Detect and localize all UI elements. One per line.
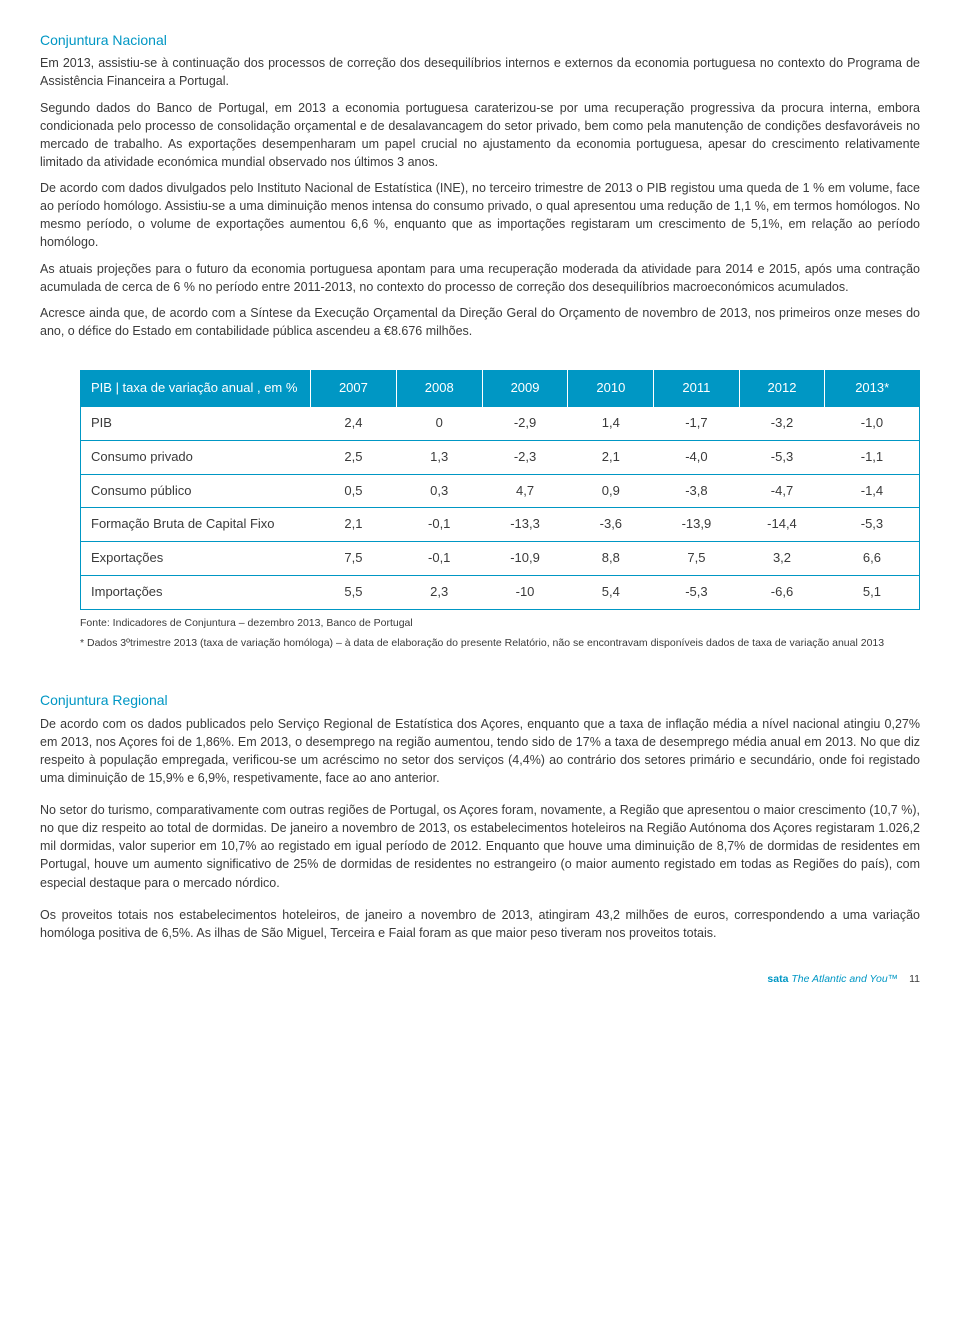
table-header-cell: 2008 [396, 371, 482, 407]
table-cell: 5,1 [825, 576, 920, 610]
table-cell: -1,7 [654, 406, 739, 440]
table-row: Formação Bruta de Capital Fixo 2,1 -0,1 … [81, 508, 920, 542]
table-cell: -13,9 [654, 508, 739, 542]
table-cell: 4,7 [482, 474, 568, 508]
table-cell: 5,4 [568, 576, 654, 610]
table-cell: Importações [81, 576, 311, 610]
table-cell: 1,4 [568, 406, 654, 440]
table-cell: 0 [396, 406, 482, 440]
table-header-cell: 2009 [482, 371, 568, 407]
table-cell: -13,3 [482, 508, 568, 542]
table-cell: -3,6 [568, 508, 654, 542]
body-paragraph: De acordo com dados divulgados pelo Inst… [40, 179, 920, 252]
table-cell: 0,5 [311, 474, 397, 508]
pib-table-wrap: PIB | taxa de variação anual , em % 2007… [80, 370, 920, 610]
table-cell: -10 [482, 576, 568, 610]
table-cell: -3,2 [739, 406, 825, 440]
table-body: PIB 2,4 0 -2,9 1,4 -1,7 -3,2 -1,0 Consum… [81, 406, 920, 609]
footer-page-number: 11 [909, 973, 920, 985]
table-cell: 2,4 [311, 406, 397, 440]
table-cell: Exportações [81, 542, 311, 576]
body-paragraph: Acresce ainda que, de acordo com a Sínte… [40, 304, 920, 340]
body-paragraph: Segundo dados do Banco de Portugal, em 2… [40, 99, 920, 172]
body-paragraph: De acordo com os dados publicados pelo S… [40, 715, 920, 788]
table-cell: -1,0 [825, 406, 920, 440]
table-cell: Consumo público [81, 474, 311, 508]
table-cell: 2,1 [311, 508, 397, 542]
table-cell: 2,5 [311, 440, 397, 474]
page-footer: sata The Atlantic and You™ 11 [40, 972, 920, 987]
table-cell: -2,9 [482, 406, 568, 440]
table-cell: Formação Bruta de Capital Fixo [81, 508, 311, 542]
table-cell: -4,7 [739, 474, 825, 508]
table-cell: -5,3 [654, 576, 739, 610]
table-cell: 6,6 [825, 542, 920, 576]
table-cell: 0,9 [568, 474, 654, 508]
section-national: Conjuntura Nacional Em 2013, assistiu-se… [40, 30, 920, 340]
body-paragraph: Em 2013, assistiu-se à continuação dos p… [40, 54, 920, 90]
table-header-row: PIB | taxa de variação anual , em % 2007… [81, 371, 920, 407]
section-national-title: Conjuntura Nacional [40, 30, 920, 50]
section-regional: Conjuntura Regional De acordo com os dad… [40, 690, 920, 942]
table-header-cell: 2012 [739, 371, 825, 407]
table-cell: -2,3 [482, 440, 568, 474]
table-row: Importações 5,5 2,3 -10 5,4 -5,3 -6,6 5,… [81, 576, 920, 610]
table-header-cell: 2011 [654, 371, 739, 407]
table-cell: Consumo privado [81, 440, 311, 474]
table-cell: 0,3 [396, 474, 482, 508]
table-cell: -5,3 [739, 440, 825, 474]
table-header-cell: 2010 [568, 371, 654, 407]
table-cell: 8,8 [568, 542, 654, 576]
table-cell: PIB [81, 406, 311, 440]
pib-table: PIB | taxa de variação anual , em % 2007… [80, 370, 920, 610]
table-header-cell: 2007 [311, 371, 397, 407]
section-regional-title: Conjuntura Regional [40, 690, 920, 710]
table-cell: -0,1 [396, 508, 482, 542]
table-cell: 7,5 [311, 542, 397, 576]
table-header-cell: 2013* [825, 371, 920, 407]
table-cell: -10,9 [482, 542, 568, 576]
table-cell: -6,6 [739, 576, 825, 610]
spacer [40, 650, 920, 690]
table-cell: -5,3 [825, 508, 920, 542]
table-cell: 2,3 [396, 576, 482, 610]
table-row: PIB 2,4 0 -2,9 1,4 -1,7 -3,2 -1,0 [81, 406, 920, 440]
table-cell: -4,0 [654, 440, 739, 474]
body-paragraph: As atuais projeções para o futuro da eco… [40, 260, 920, 296]
body-paragraph: No setor do turismo, comparativamente co… [40, 801, 920, 892]
table-cell: 5,5 [311, 576, 397, 610]
table-cell: 1,3 [396, 440, 482, 474]
table-cell: -0,1 [396, 542, 482, 576]
table-footnote: Fonte: Indicadores de Conjuntura – dezem… [80, 616, 920, 630]
table-cell: -1,4 [825, 474, 920, 508]
footer-brand: sata [767, 973, 788, 985]
table-cell: 7,5 [654, 542, 739, 576]
body-paragraph: Os proveitos totais nos estabelecimentos… [40, 906, 920, 942]
table-cell: 3,2 [739, 542, 825, 576]
table-footnote: * Dados 3ºtrimestre 2013 (taxa de variaç… [80, 636, 920, 650]
footer-tagline: The Atlantic and You™ [791, 973, 898, 985]
table-row: Consumo privado 2,5 1,3 -2,3 2,1 -4,0 -5… [81, 440, 920, 474]
table-row: Exportações 7,5 -0,1 -10,9 8,8 7,5 3,2 6… [81, 542, 920, 576]
table-cell: -3,8 [654, 474, 739, 508]
table-cell: -1,1 [825, 440, 920, 474]
table-cell: 2,1 [568, 440, 654, 474]
table-row: Consumo público 0,5 0,3 4,7 0,9 -3,8 -4,… [81, 474, 920, 508]
table-cell: -14,4 [739, 508, 825, 542]
table-header-cell: PIB | taxa de variação anual , em % [81, 371, 311, 407]
